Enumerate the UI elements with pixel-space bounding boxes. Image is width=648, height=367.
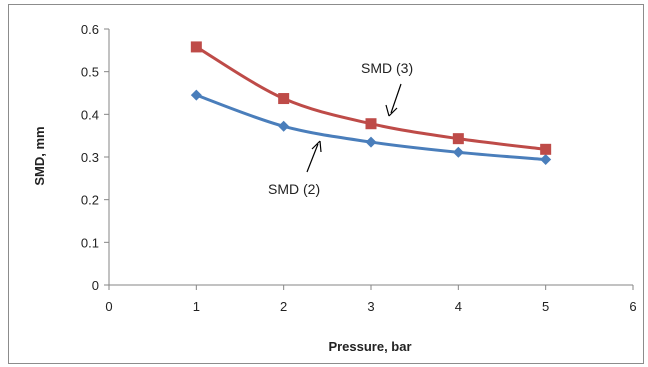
data-point-square — [190, 41, 202, 53]
series-1 — [190, 89, 552, 166]
data-point-square — [452, 133, 464, 145]
annotation-arrowhead-smd-3 — [385, 104, 398, 117]
x-tick-label: 5 — [542, 299, 549, 314]
data-point-diamond — [278, 120, 290, 132]
y-tick-label: 0 — [92, 278, 99, 293]
y-tick-label: 0.1 — [81, 235, 99, 250]
x-tick-label: 6 — [629, 299, 636, 314]
axes: 0 0.1 0.2 0.3 0.4 0.5 0.6 0 1 2 3 4 5 6 — [81, 22, 637, 314]
y-axis-title: SMD, mm — [32, 126, 47, 185]
data-point-square — [540, 143, 552, 155]
annotation-smd-3: SMD (3) — [361, 60, 413, 76]
series-layer — [190, 41, 552, 166]
x-tick-label: 0 — [105, 299, 112, 314]
annotation-layer: SMD (3) SMD (2) — [268, 60, 413, 197]
y-tick-label: 0.4 — [81, 107, 99, 122]
series-2 — [190, 41, 552, 155]
x-tick-label: 2 — [280, 299, 287, 314]
data-point-square — [365, 118, 377, 130]
y-tick-label: 0.5 — [81, 65, 99, 80]
x-tick-label: 1 — [193, 299, 200, 314]
x-tick-label: 4 — [455, 299, 462, 314]
data-point-diamond — [190, 89, 202, 101]
y-tick-label: 0.3 — [81, 150, 99, 165]
data-point-diamond — [452, 146, 464, 158]
data-point-diamond — [365, 136, 377, 148]
annotation-arrow-smd-3 — [390, 83, 402, 114]
y-tick-label: 0.6 — [81, 22, 99, 37]
x-tick-label: 3 — [367, 299, 374, 314]
annotation-arrowhead-smd-2 — [311, 140, 322, 153]
annotation-smd-2: SMD (2) — [268, 181, 320, 197]
data-point-diamond — [540, 154, 552, 166]
x-axis-title: Pressure, bar — [328, 339, 411, 354]
annotation-arrow-smd-2 — [306, 143, 319, 173]
data-point-square — [278, 93, 290, 105]
y-tick-label: 0.2 — [81, 193, 99, 208]
chart-frame — [8, 4, 644, 364]
